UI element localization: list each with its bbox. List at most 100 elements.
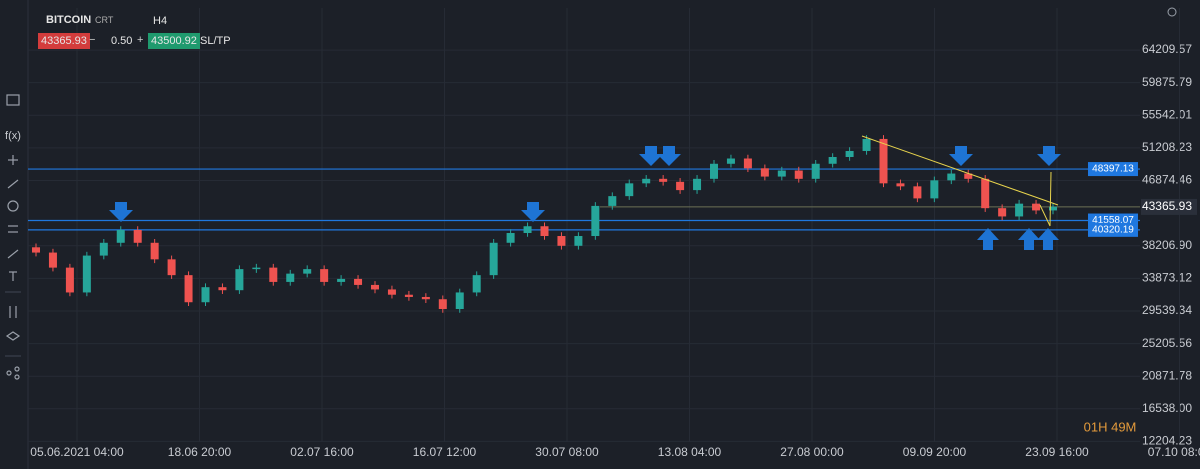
candle-body (896, 183, 905, 187)
candle-body (387, 289, 396, 295)
timeframe[interactable]: H4 (153, 15, 168, 27)
ask-button[interactable]: 43500.92 (148, 33, 200, 49)
x-tick-label: 02.07 16:00 (290, 445, 354, 459)
candle-body (489, 242, 498, 276)
candle-body (150, 242, 159, 260)
candle-body (777, 170, 786, 177)
candle-body (438, 299, 447, 310)
y-tick-label: 20871.78 (1142, 368, 1192, 382)
y-tick-label: 46874.46 (1142, 173, 1192, 187)
candle-body (760, 168, 769, 177)
candle-body (404, 294, 413, 297)
x-tick-label: 13.08 04:00 (658, 445, 722, 459)
candle-body (201, 287, 210, 303)
y-tick-label: 38206.90 (1142, 238, 1192, 252)
candle-body (269, 267, 278, 282)
settings-icon[interactable] (1167, 7, 1177, 17)
candle-body (167, 259, 176, 276)
candle-body (82, 255, 91, 293)
candle-body (1049, 206, 1057, 211)
y-tick-label: 59875.79 (1142, 75, 1192, 89)
level-label: 41558.07 (1092, 215, 1134, 226)
svg-text:f(x): f(x) (5, 130, 21, 142)
sltp-button[interactable]: SL/TP (200, 35, 231, 47)
x-tick-label: 30.07 08:00 (535, 445, 599, 459)
candle-body (421, 296, 430, 300)
candle-body (99, 242, 108, 256)
symbol[interactable]: BITCOIN (46, 14, 92, 26)
candle-body (947, 173, 956, 181)
candle-body (981, 178, 990, 209)
candle-body (371, 284, 379, 290)
candle-body (133, 229, 142, 243)
candle-body (591, 205, 600, 237)
candle-body (608, 196, 617, 206)
signal-arrows (109, 146, 1061, 250)
sidebar-tools[interactable]: f(x) (5, 94, 21, 380)
candle-body (879, 138, 888, 184)
candle-body (337, 278, 346, 282)
candle-body (862, 138, 871, 151)
candle-body (303, 269, 312, 274)
y-tick-label: 25205.56 (1142, 336, 1192, 350)
candle-body (743, 158, 752, 169)
candle-body (930, 180, 939, 199)
candle-body (642, 178, 651, 184)
candle-body (659, 178, 668, 182)
minus[interactable]: − (89, 34, 96, 46)
asset-class[interactable]: CRT (95, 15, 114, 25)
candle-body (523, 226, 532, 234)
level-label-bg (1088, 222, 1138, 237)
y-tick-label: 33873.12 (1142, 271, 1192, 285)
y-tick-label: 55542.01 (1142, 107, 1192, 121)
candle-body (235, 269, 244, 291)
level-label-bg (1088, 162, 1138, 177)
y-tick-label: 64209.57 (1142, 42, 1192, 56)
x-tick-label: 09.09 20:00 (903, 445, 967, 459)
candle-body (828, 157, 837, 164)
plus[interactable]: + (137, 34, 144, 46)
candle-body (726, 158, 735, 164)
candle-body (794, 170, 803, 179)
candle-body (625, 183, 634, 197)
current-price-bg (1141, 198, 1197, 215)
candle-body (65, 267, 74, 293)
countdown: 01H 49M (1084, 419, 1137, 434)
candle-body (286, 273, 295, 282)
candle-body (693, 178, 702, 191)
x-tick-label: 27.08 00:00 (780, 445, 844, 459)
candle-body (998, 208, 1007, 217)
lot-size[interactable]: 0.50 (111, 35, 133, 47)
candle-body (218, 287, 227, 291)
x-tick-label: 18.06 20:00 (168, 445, 232, 459)
candle-body (32, 247, 40, 253)
candle-body (540, 226, 549, 237)
y-tick-label: 16538.00 (1142, 401, 1192, 415)
candle-body (354, 278, 363, 285)
candle-body (676, 181, 685, 191)
x-tick-label: 05.06.2021 04:00 (30, 445, 124, 459)
candle-body (320, 269, 329, 282)
candle-body (710, 163, 718, 179)
candle-body (1032, 203, 1041, 211)
candle-body (506, 233, 515, 243)
candle-body (184, 275, 193, 303)
current-price-label: 43365.93 (1142, 199, 1192, 213)
candle-body (964, 173, 973, 179)
candle-body (252, 267, 261, 270)
toolbar: BITCOIN CRT H4 43365.93 − 0.50 + 43500.9… (0, 0, 400, 49)
candle-body (48, 252, 57, 268)
candle-body (574, 236, 583, 246)
y-tick-label: 51208.23 (1142, 140, 1192, 154)
bid-button[interactable]: 43365.93 (38, 33, 90, 49)
candle-body (845, 150, 854, 157)
x-tick-label: 16.07 12:00 (413, 445, 477, 459)
candle-body (116, 229, 125, 243)
candle-body (811, 163, 820, 179)
candle-body (1015, 203, 1024, 217)
y-tick-label: 29539.34 (1142, 303, 1192, 317)
trend-drawing (861, 135, 1059, 227)
candle-body (557, 236, 566, 246)
